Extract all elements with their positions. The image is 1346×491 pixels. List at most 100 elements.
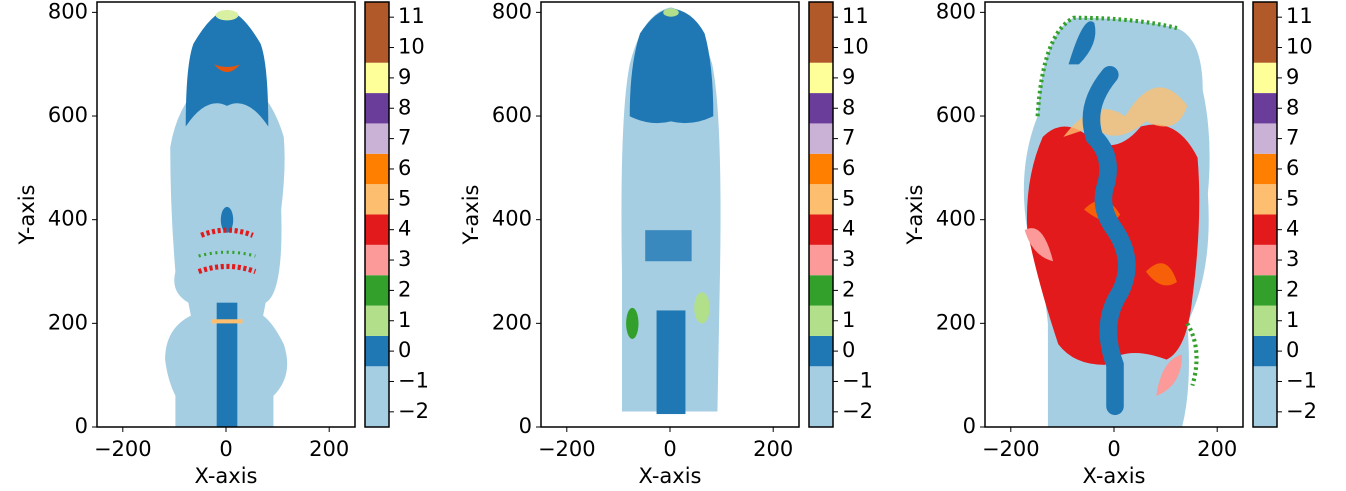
colorbar-tick-label: −2 [842,399,873,423]
colorbar-segment [809,62,833,94]
colorbar-tick-label: 10 [398,35,425,59]
colorbar-tick-label: −2 [1286,399,1317,423]
colorbar-tick-label: 9 [398,65,411,89]
colorbar-tick-label: 4 [398,217,411,241]
colorbar-tick-label: −2 [398,399,429,423]
x-axis-label: X-axis [195,464,258,488]
x-tick-label: 0 [1107,437,1120,461]
segmentation-image [621,7,721,415]
colorbar-segment [1253,275,1277,306]
colorbar-tick-label: −1 [398,368,429,392]
x-tick-label: 200 [1197,437,1237,461]
colorbar-tick-label: 5 [398,186,411,210]
colorbar-tick-label: −1 [842,368,873,392]
colorbar-segment [1253,244,1277,276]
colorbar-segment [809,244,833,276]
colorbar-tick-label: 8 [842,95,855,119]
colorbar-tick-label: 4 [842,217,855,241]
colorbar-tick-label: 5 [1286,186,1299,210]
y-axis-label: Y-axis [903,185,927,246]
colorbar-tick-label: 2 [1286,277,1299,301]
colorbar-tick-label: 8 [1286,95,1299,119]
colorbar-segment [809,305,833,336]
colorbar-tick-label: 2 [842,277,855,301]
y-tick-label: 400 [48,207,88,231]
colorbar-tick-label: 0 [1286,338,1299,362]
colorbar-segment [365,2,389,63]
x-axis-label: X-axis [1083,464,1146,488]
colorbar-segment [809,2,833,63]
colorbar-tick-label: 9 [842,65,855,89]
colorbar-segment [365,214,389,245]
colorbar-tick-label: 7 [398,126,411,150]
y-tick-label: 600 [48,103,88,127]
y-tick-label: 400 [492,207,532,231]
colorbar-segment [365,184,389,215]
colorbar-segment [365,62,389,94]
y-tick-label: 0 [963,414,976,438]
colorbar-segment [1253,153,1277,185]
colorbar-segment [365,244,389,276]
colorbar-frame [1252,1,1278,428]
colorbar-segment [1253,123,1277,154]
colorbar-segment [1253,62,1277,94]
colorbar-tick-label: 1 [842,308,855,332]
y-tick-label: 800 [936,0,976,23]
colorbar-tick-label: 1 [398,308,411,332]
y-tick-label: 0 [75,414,88,438]
colorbar-segment [365,275,389,306]
colorbar-tick-label: 11 [398,4,425,28]
colorbar-segment [1253,305,1277,336]
colorbar-tick-label: 0 [842,338,855,362]
colorbar-segment [1253,93,1277,124]
x-tick-label: 0 [663,437,676,461]
x-tick-label: −200 [94,437,152,461]
colorbar-frame [808,1,834,428]
colorbar-segment [365,335,389,367]
colorbar-tick-label: 7 [842,126,855,150]
colorbar-segment [1253,2,1277,63]
x-tick-label: 200 [309,437,349,461]
colorbar-tick-label: 8 [398,95,411,119]
colorbar-segment [365,305,389,336]
colorbar-segment [809,93,833,124]
y-tick-label: 400 [936,207,976,231]
segmentation-image [165,10,288,427]
y-tick-label: 200 [48,310,88,334]
y-tick-label: 600 [936,103,976,127]
colorbar-segment [365,123,389,154]
x-tick-label: −200 [538,437,596,461]
colorbar-segment [809,153,833,185]
x-tick-label: 200 [753,437,793,461]
colorbar-tick-label: 3 [1286,247,1299,271]
colorbar-frame [364,1,390,428]
y-axis-label: Y-axis [459,185,483,246]
colorbar-tick-label: 3 [842,247,855,271]
colorbar-tick-label: 5 [842,186,855,210]
y-tick-label: 200 [492,310,532,334]
colorbar-segment [809,123,833,154]
colorbar-segment [809,214,833,245]
y-tick-label: 800 [492,0,532,23]
colorbar-segment [365,153,389,185]
x-axis-label: X-axis [639,464,702,488]
colorbar-segment [809,366,833,427]
colorbar-tick-label: 9 [1286,65,1299,89]
colorbar-segment [1253,214,1277,245]
colorbar-tick-label: 6 [398,156,411,180]
colorbar-tick-label: −1 [1286,368,1317,392]
x-tick-label: 0 [219,437,232,461]
y-tick-label: 600 [492,103,532,127]
colorbar-segment [809,184,833,215]
colorbar-segment [365,366,389,427]
colorbar-segment [809,275,833,306]
y-axis-label: Y-axis [15,185,39,246]
colorbar-tick-label: 10 [1286,35,1313,59]
colorbar-tick-label: 0 [398,338,411,362]
colorbar-tick-label: 6 [1286,156,1299,180]
x-tick-label: −200 [982,437,1040,461]
colorbar-tick-label: 11 [1286,4,1313,28]
colorbar-tick-label: 7 [1286,126,1299,150]
colorbar-tick-label: 4 [1286,217,1299,241]
